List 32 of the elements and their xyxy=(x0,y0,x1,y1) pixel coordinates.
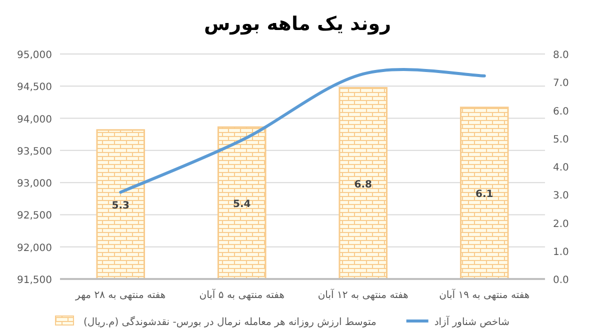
y-tick-label: 92,000 xyxy=(17,242,52,254)
bar xyxy=(217,126,266,280)
data-label: 6.1 xyxy=(476,189,494,200)
bar xyxy=(96,129,146,280)
y2-tick-label: 2.0 xyxy=(553,218,569,230)
legend-label: متوسط ارزش روزانه هر معامله نرمال در بورس- نقدشوندگی (م.ریال) xyxy=(84,316,376,328)
y-tick-label: 94,500 xyxy=(17,82,52,94)
chart-title: روند یک ماهه بورس xyxy=(204,13,392,35)
bar xyxy=(338,87,388,280)
y2-tick-label: 7.0 xyxy=(553,78,569,90)
y-tick-label: 92,500 xyxy=(17,210,52,222)
data-label: 5.3 xyxy=(112,200,130,212)
bar xyxy=(460,106,509,280)
y2-tick-label: 6.0 xyxy=(553,106,569,118)
data-label: 5.4 xyxy=(233,199,251,210)
data-label: 6.8 xyxy=(354,179,372,190)
x-tick-label: هفته منتهی به ۱۹ آبان xyxy=(439,288,530,301)
y2-tick-label: 5.0 xyxy=(553,134,569,146)
y2-tick-label: 1.0 xyxy=(553,246,569,258)
y-tick-label: 95,000 xyxy=(17,50,52,61)
x-tick-label: هفته منتهی به ۵ آبان xyxy=(199,288,284,301)
y-tick-label: 94,000 xyxy=(17,114,52,126)
y2-tick-label: 4.0 xyxy=(553,162,569,174)
y-tick-label: 93,000 xyxy=(17,178,52,190)
legend-label: شاخص شناور آزاد xyxy=(434,315,510,328)
y2-tick-label: 0.0 xyxy=(553,275,569,286)
x-tick-label: هفته منتهی به ۱۲ آبان xyxy=(318,288,408,301)
y-tick-label: 93,500 xyxy=(17,146,52,158)
y-tick-label: 91,500 xyxy=(17,275,52,286)
y2-tick-label: 8.0 xyxy=(553,50,569,61)
x-tick-label: هفته منتهی به ۲۸ مهر xyxy=(74,290,166,301)
y2-tick-label: 3.0 xyxy=(553,190,569,202)
